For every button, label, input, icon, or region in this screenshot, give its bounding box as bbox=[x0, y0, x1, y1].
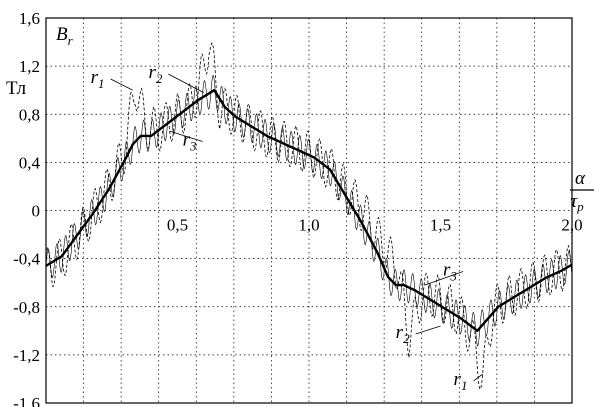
y-tick-label: 0,8 bbox=[19, 105, 40, 124]
y-axis-unit: Тл bbox=[6, 78, 27, 99]
grid bbox=[46, 18, 572, 403]
x-axis-label-denominator: τp bbox=[570, 191, 584, 214]
x-tick-label: 1,5 bbox=[430, 216, 451, 235]
plot-frame bbox=[45, 17, 573, 404]
series-r3-line bbox=[45, 74, 573, 347]
annotation-label-r3: r3 bbox=[443, 259, 457, 283]
tick-labels: 1,6 1,2 0,8 0,4 0 -0,4 -0,8 -1,2 -1,6 0,5 1,0 1,5 2,… bbox=[13, 9, 583, 407]
y-axis-label-symbol: B bbox=[56, 24, 68, 45]
annotation-label-r3: r3 bbox=[183, 130, 197, 154]
axes bbox=[45, 17, 573, 404]
x-tick-label: 1,0 bbox=[298, 216, 319, 235]
annotation-symbol: r bbox=[454, 369, 462, 390]
x-axis-label-numerator: α bbox=[575, 168, 586, 189]
annotation-subscript: 3 bbox=[449, 268, 457, 283]
annotation-subscript: 1 bbox=[461, 378, 468, 393]
annotation-leader-r1 bbox=[473, 373, 483, 382]
annotation-symbol: r bbox=[396, 322, 404, 343]
x-axis-label: α τp bbox=[570, 168, 594, 214]
annotation-label-r1: r1 bbox=[454, 369, 468, 393]
y-tick-label: -0,8 bbox=[13, 298, 40, 317]
annotation-label-r2: r2 bbox=[148, 62, 162, 86]
annotation-symbol: r bbox=[91, 67, 99, 88]
annotation-subscript: 1 bbox=[98, 76, 105, 91]
series bbox=[45, 42, 573, 391]
y-axis-label-subscript: r bbox=[68, 33, 74, 48]
y-tick-label: 1,2 bbox=[19, 57, 40, 76]
y-tick-label: -1,2 bbox=[13, 346, 40, 365]
annotation-leader-r2 bbox=[415, 325, 441, 335]
x-tick-label: 2,0 bbox=[561, 216, 582, 235]
y-tick-label: 0,4 bbox=[19, 153, 41, 172]
annotation-symbol: r bbox=[148, 62, 156, 83]
annotation-subscript: 2 bbox=[403, 331, 410, 346]
y-axis-label: Br bbox=[56, 24, 74, 48]
annotation-symbol: r bbox=[443, 259, 451, 280]
annotation-leader-r3 bbox=[169, 130, 203, 142]
y-tick-label: 0 bbox=[32, 202, 41, 221]
annotation-subscript: 2 bbox=[156, 71, 163, 86]
x-axis-label-denominator-symbol: τ bbox=[570, 191, 578, 212]
annotation-label-r1: r1 bbox=[91, 67, 105, 91]
series-r1-line bbox=[45, 42, 573, 391]
y-tick-label: -0,4 bbox=[13, 250, 40, 269]
annotation-subscript: 3 bbox=[189, 139, 197, 154]
annotation-leader-r2 bbox=[168, 73, 204, 93]
y-tick-label: 1,6 bbox=[19, 9, 40, 28]
y-tick-label: -1,6 bbox=[13, 394, 40, 407]
annotation-label-r2: r2 bbox=[396, 322, 410, 346]
x-axis-label-denominator-subscript: p bbox=[576, 199, 584, 214]
annotation-leader-r1 bbox=[110, 78, 133, 91]
x-tick-label: 0,5 bbox=[167, 216, 188, 235]
annotation-symbol: r bbox=[183, 130, 191, 151]
annotation-leader-r3 bbox=[424, 271, 464, 286]
